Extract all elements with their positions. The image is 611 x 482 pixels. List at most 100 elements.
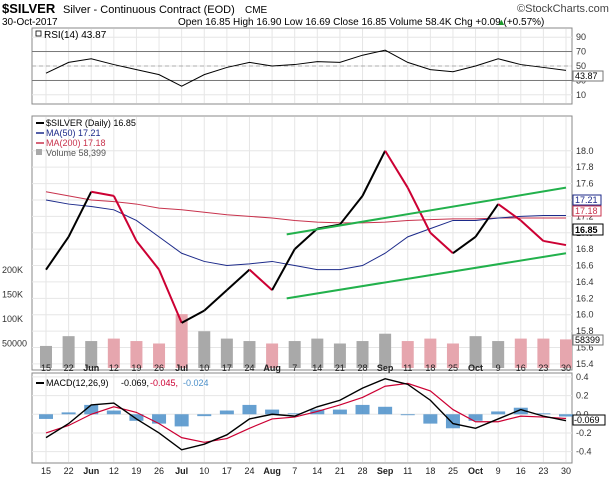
price-segment [226,268,251,291]
brand-logo: ©StockCharts.com [517,3,609,15]
rsi-label: RSI(14) 43.87 [44,30,107,41]
x-tick-label: 25 [448,363,458,373]
x-tick-label: 9 [496,466,501,476]
x-tick-label: Oct [468,466,483,476]
macd-hist-bar [445,414,460,429]
macd-signal-line [45,382,567,443]
price-segment [361,150,387,197]
macd-hist-bar [536,413,551,415]
legend-ma200: MA(200) 17.18 [46,138,106,148]
legend-volume: Volume 58,399 [46,148,106,158]
volume-bar [85,341,98,368]
macd-hist-bar [39,414,53,419]
price-tick-label: 16.4 [576,277,594,287]
x-tick-label: 10 [199,466,209,476]
x-tick-label: 14 [312,466,322,476]
volume-tick-label: 100K [2,314,23,324]
x-tick-label: 21 [335,363,345,373]
volume-bar [62,336,75,368]
volume-bar [220,338,233,368]
macd-hist-bar [84,404,99,415]
x-tick-label: 7 [292,466,297,476]
macd-tick-label: -0.2 [576,428,592,438]
x-tick-label: 11 [403,363,412,373]
volume-bar [198,331,211,368]
x-tick-label: 10 [199,363,209,373]
volume-bar [288,341,301,368]
rsi-tick-label: 90 [576,32,586,42]
x-tick-label: Sep [377,466,394,476]
svg-text:17.18: 17.18 [575,206,598,216]
macd-hist-bar [559,414,573,417]
rsi-badge: 43.87 [572,70,604,82]
macd-hist-bar [174,414,189,427]
price-tick-label: 18.0 [576,146,594,156]
volume-bar [130,341,143,368]
svg-text:16.85: 16.85 [575,225,598,235]
gridlines [32,29,572,462]
x-tick-label: Jul [175,466,188,476]
macd-hist-bar [513,407,528,415]
macd-label: MACD(12,26,9) [46,378,109,388]
legend-price: $SILVER (Daily) 16.85 [46,118,136,128]
x-tick-label: 11 [403,466,412,476]
macd-line [45,378,567,451]
macd-signal-value: -0.045, [150,378,178,388]
macd-tick-label: 0.0 [576,409,589,419]
macd-hist-bar [129,414,144,421]
x-tick-label: 19 [131,363,141,373]
volume-bar [492,341,505,368]
price-tick-label: 17.6 [576,179,594,189]
rsi-line [45,49,567,87]
macd-tick-label: 0.4 [576,372,589,382]
chart-date: 30-Oct-2017 [2,17,58,28]
x-tick-label: 17 [222,466,232,476]
macd-hist-bar [219,410,234,415]
x-tick-label: 17 [222,363,232,373]
x-tick-label: 24 [244,466,254,476]
price-segment [294,227,318,250]
x-tick-label: 26 [154,363,164,373]
x-tick-label: Aug [263,363,281,373]
x-tick-label: 26 [154,466,164,476]
macd-hist-value: -0.024 [183,378,209,388]
x-tick-label: Jul [175,363,188,373]
price-tick-label: 16.8 [576,244,594,254]
x-tick-label: 12 [109,363,119,373]
exchange-label: CME [245,5,268,16]
ma50-line [45,199,566,271]
x-tick-label: 16 [516,466,526,476]
volume-bar [153,343,166,368]
x-tick-label: 14 [312,363,322,373]
macd-hist-bar [61,412,76,415]
price-segment [158,269,183,324]
volume-bar [469,336,482,368]
macd-hist-bar [106,410,121,415]
price-segment [474,203,499,238]
price-segment [520,219,545,242]
close-badge: 16.85 [572,223,604,236]
volume-bar [356,341,369,368]
x-tick-label: 25 [448,466,458,476]
volume-bar [243,341,256,368]
x-tick-label: 28 [358,363,368,373]
price-segment [45,236,70,271]
macd-value: -0.069, [121,378,149,388]
svg-text:43.87: 43.87 [575,71,598,81]
macd-layer [39,378,573,451]
volume-bar [107,338,120,368]
volume-tick-label: 200K [2,265,23,275]
x-tick-label: 28 [358,466,368,476]
x-tick-label: 23 [538,363,548,373]
macd-tick-label: 0.2 [576,391,589,401]
macd-hist-bar [355,404,370,415]
x-tick-label: Jun [83,363,99,373]
price-tick-label: 16.2 [576,293,594,303]
symbol-name: Silver - Continuous Contract (EOD) [63,4,235,16]
volume-bar [379,333,392,368]
price-tick-label: 16.6 [576,261,594,271]
volume-bar [401,341,414,368]
volume-bar [514,338,527,368]
ma200-badge: 17.18 [572,205,602,217]
macd-legend: MACD(12,26,9) -0.069, -0.045, -0.024 [36,378,209,388]
